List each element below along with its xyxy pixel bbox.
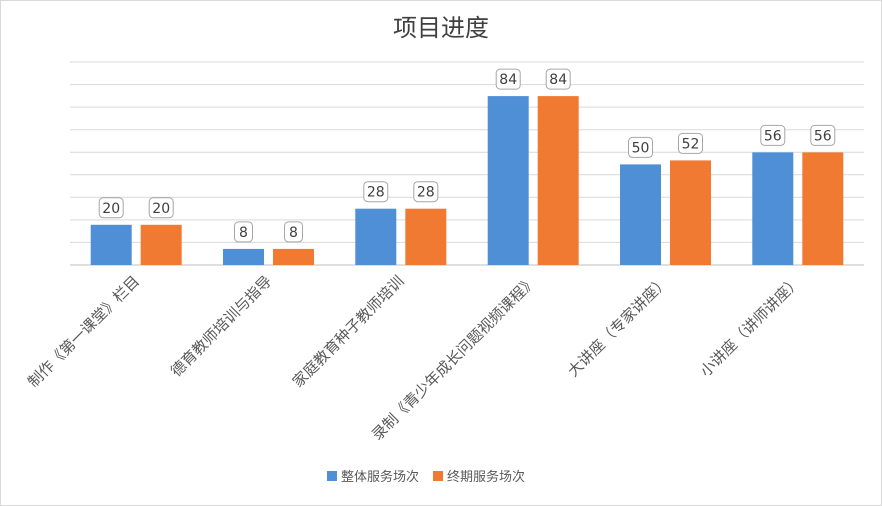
data-label: 8 xyxy=(284,221,303,243)
gridlines xyxy=(70,61,864,266)
data-label-box xyxy=(284,221,303,243)
legend-item-1: 终期服务场次 xyxy=(433,469,525,485)
data-label-box xyxy=(678,132,703,154)
data-label: 56 xyxy=(760,124,786,146)
data-label-box xyxy=(810,124,836,146)
data-label-text: 52 xyxy=(682,136,700,152)
legend-item-0: 整体服务场次 xyxy=(327,469,419,485)
data-label: 8 xyxy=(234,221,253,243)
bar-total-0 xyxy=(90,224,132,265)
data-label-text: 50 xyxy=(632,140,650,156)
bar-total-1 xyxy=(223,248,264,265)
bar-total-3 xyxy=(487,96,529,265)
data-label-text: 8 xyxy=(289,225,298,241)
data-label: 20 xyxy=(148,197,174,219)
bar-final-5 xyxy=(802,152,844,265)
data-label-text: 56 xyxy=(764,128,782,144)
category-label-0: 制作《第一课堂》栏目 xyxy=(24,272,143,391)
data-label-text: 28 xyxy=(417,185,435,201)
data-label: 84 xyxy=(495,68,521,90)
chart-title: 项目进度 xyxy=(393,14,489,42)
category-label-4: 大讲座（专家讲座） xyxy=(564,272,672,380)
data-label-text: 84 xyxy=(549,72,567,88)
category-label-1: 德育教师培训与指导 xyxy=(167,272,275,380)
bar-final-1 xyxy=(273,248,314,265)
legend-swatch xyxy=(327,471,337,481)
bar-final-0 xyxy=(140,224,182,265)
data-label: 28 xyxy=(363,181,389,203)
data-label-text: 28 xyxy=(367,185,385,201)
bar-final-4 xyxy=(670,160,711,265)
data-label-box xyxy=(148,197,174,219)
legend-label: 整体服务场次 xyxy=(341,469,419,485)
data-label: 20 xyxy=(98,197,124,219)
data-label-box xyxy=(760,124,786,146)
bar-total-4 xyxy=(620,164,661,265)
data-label: 84 xyxy=(545,68,571,90)
data-labels: 20 20 8 8 28 28 84 84 50 52 56 56 xyxy=(98,68,836,243)
data-label-text: 20 xyxy=(152,201,170,217)
data-label-box xyxy=(98,197,124,219)
data-label-box xyxy=(545,68,571,90)
data-label-box xyxy=(363,181,389,203)
category-label-5: 小讲座（讲师讲座） xyxy=(696,272,804,380)
category-label-2: 家庭教育种子教师培训 xyxy=(289,272,408,391)
data-label-text: 8 xyxy=(239,225,248,241)
legend-label: 终期服务场次 xyxy=(447,469,525,485)
data-label: 50 xyxy=(628,136,653,158)
data-label: 52 xyxy=(678,132,703,154)
bar-final-3 xyxy=(537,96,579,265)
bar-total-5 xyxy=(752,152,794,265)
data-label-box xyxy=(413,181,439,203)
legend: 整体服务场次 终期服务场次 xyxy=(327,469,525,485)
bars xyxy=(90,96,844,265)
legend-swatch xyxy=(433,471,444,481)
bar-total-2 xyxy=(355,208,397,265)
data-label-box xyxy=(628,136,653,158)
category-labels: 制作《第一课堂》栏目 德育教师培训与指导 家庭教育种子教师培训录制《青少年成长问题视… xyxy=(24,272,804,444)
data-label-text: 84 xyxy=(499,72,517,88)
data-label: 28 xyxy=(413,181,439,203)
data-label-box xyxy=(495,68,521,90)
bar-final-2 xyxy=(405,208,447,265)
data-label-box xyxy=(234,221,253,243)
data-label-text: 56 xyxy=(814,128,832,144)
data-label-text: 20 xyxy=(102,201,120,217)
data-label: 56 xyxy=(810,124,836,146)
